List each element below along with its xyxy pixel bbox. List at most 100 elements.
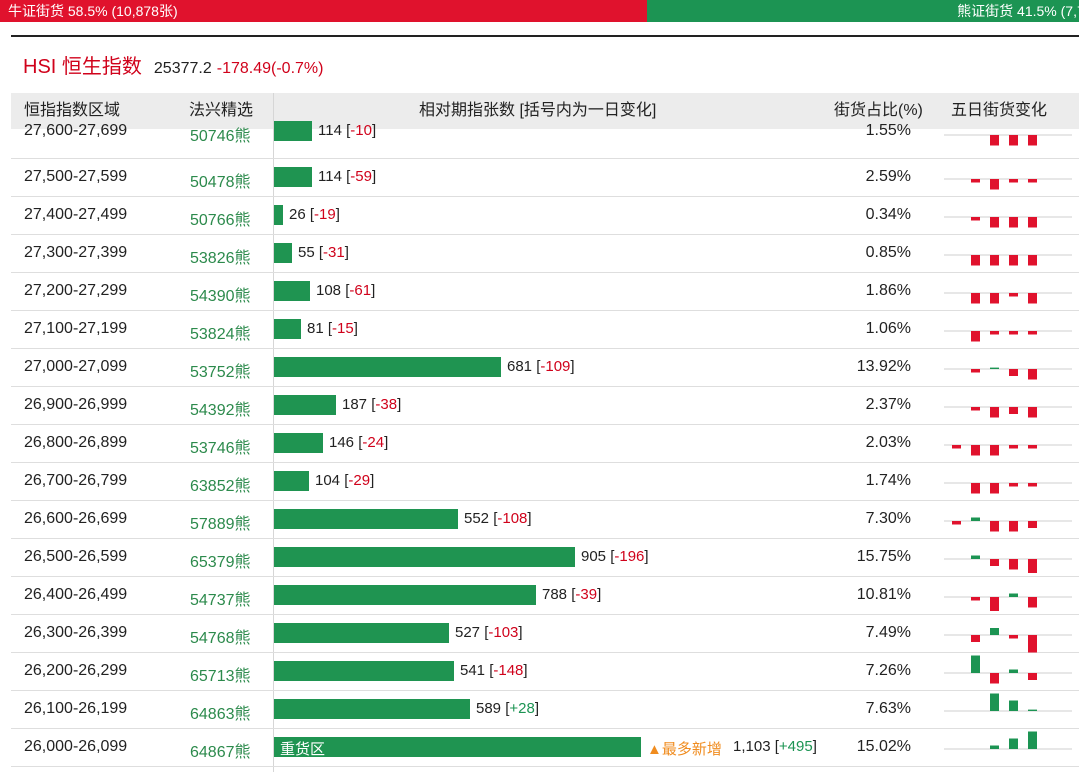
warrant-code-link[interactable]: 54737熊	[190, 592, 251, 609]
change-open-bracket: [	[501, 700, 510, 717]
percentage-cell: 10.81%	[856, 586, 911, 603]
mini-chart-bar	[971, 597, 980, 601]
table-row[interactable]: 27,300-27,399 53826熊 55 [-31] 0.85%	[11, 235, 1079, 273]
mini-chart-bar	[1009, 217, 1018, 228]
relative-count-bar	[274, 623, 449, 643]
one-day-change: -109	[540, 358, 571, 375]
mini-chart-bar	[971, 517, 980, 521]
range-cell: 27,200-27,299	[24, 282, 128, 299]
table-row[interactable]: 26,900-26,999 54392熊 187 [-38] 2.37%	[11, 387, 1079, 425]
count-value: 589 [+28]	[476, 700, 539, 717]
mini-chart-bar	[971, 369, 980, 373]
range-cell: 26,900-26,999	[24, 396, 128, 413]
header-percentage: 街货占比(%)	[834, 102, 923, 119]
mini-chart-bar	[971, 331, 980, 342]
mini-chart-bar	[971, 655, 980, 673]
one-day-change: -61	[349, 282, 372, 299]
mini-chart-bar	[990, 367, 999, 369]
mini-chart-bar	[971, 407, 980, 411]
warrant-code-link[interactable]: 54768熊	[190, 630, 251, 647]
mini-chart-bar	[1009, 293, 1018, 297]
mini-chart-bar	[971, 179, 980, 183]
count-number: 108	[316, 282, 342, 299]
table-row[interactable]: 26,600-26,699 57889熊 552 [-108] 7.30%	[11, 501, 1079, 539]
table-row[interactable]: 26,200-26,299 65713熊 541 [-148] 7.26%	[11, 653, 1079, 691]
one-day-change: -108	[497, 510, 528, 527]
one-day-change: -29	[348, 472, 371, 489]
warrant-code-link[interactable]: 50746熊	[190, 128, 251, 145]
count-value: 26 [-19]	[289, 206, 340, 223]
relative-count-bar	[274, 661, 454, 681]
relative-count-bar	[274, 585, 536, 605]
count-number: 589	[476, 700, 502, 717]
one-day-change: -24	[362, 434, 385, 451]
table-row[interactable]: 26,800-26,899 53746熊 146 [-24] 2.03%	[11, 425, 1079, 463]
five-day-mini-chart	[944, 577, 1072, 615]
mini-chart-bar	[1028, 445, 1037, 449]
index-value: 25377.2	[153, 60, 212, 77]
mini-chart-bar	[1028, 635, 1037, 653]
mini-chart-bar	[990, 179, 999, 190]
table-row[interactable]: 27,000-27,099 53752熊 681 [-109] 13.92%	[11, 349, 1079, 387]
mini-chart-bar	[1028, 597, 1037, 608]
change-close-bracket: ]	[570, 358, 575, 375]
table-row[interactable]: 26,700-26,799 63852熊 104 [-29] 1.74%	[11, 463, 1079, 501]
mini-chart-bar	[1028, 709, 1037, 711]
count-value: 108 [-61]	[316, 282, 375, 299]
table-row[interactable]: 27,600-27,699 50746熊 114 [-10] 1.55%	[11, 121, 1079, 159]
warrant-code-link[interactable]: 50766熊	[190, 212, 251, 229]
warrant-code-link[interactable]: 53746熊	[190, 440, 251, 457]
relative-count-bar	[274, 167, 312, 187]
header-relative-count: 相对期指张数 [括号内为一日变化]	[419, 102, 657, 119]
warrant-code-link[interactable]: 54390熊	[190, 288, 251, 305]
warrant-code-link[interactable]: 50478熊	[190, 174, 251, 191]
most-added-flag: ▲最多新增	[647, 741, 722, 758]
count-number: 541	[460, 662, 486, 679]
mini-chart-bar	[990, 673, 999, 684]
column-divider	[273, 93, 274, 772]
mini-chart-bar	[1009, 369, 1018, 376]
count-number: 114	[318, 122, 342, 139]
percentage-cell: 0.34%	[865, 206, 911, 223]
five-day-mini-chart	[944, 539, 1072, 577]
warrant-code-link[interactable]: 54392熊	[190, 402, 251, 419]
warrant-code-link[interactable]: 64863熊	[190, 706, 251, 723]
count-number: 55	[298, 244, 315, 261]
table-row[interactable]: 26,100-26,199 64863熊 589 [+28] 7.63%	[11, 691, 1079, 729]
mini-chart-bar	[990, 559, 999, 566]
percentage-cell: 13.92%	[856, 358, 911, 375]
change-open-bracket: [	[340, 472, 349, 489]
warrant-code-link[interactable]: 57889熊	[190, 516, 251, 533]
range-cell: 27,100-27,199	[24, 320, 128, 337]
mini-chart-bar	[1028, 483, 1037, 487]
table-row[interactable]: 27,400-27,499 50766熊 26 [-19] 0.34%	[11, 197, 1079, 235]
range-cell: 26,400-26,499	[24, 586, 128, 603]
warrant-code-link[interactable]: 63852熊	[190, 478, 251, 495]
warrant-code-link[interactable]: 53752熊	[190, 364, 251, 381]
mini-chart-bar	[1009, 445, 1018, 449]
change-open-bracket: [	[532, 358, 541, 375]
table-row[interactable]: 26,000-26,099 64867熊 重货区 ▲最多新增 1,103 [+495] 1…	[11, 729, 1079, 767]
count-value: 1,103 [+495]	[733, 738, 817, 755]
change-open-bracket: [	[480, 624, 489, 641]
table-row[interactable]: 27,200-27,299 54390熊 108 [-61] 1.86%	[11, 273, 1079, 311]
warrant-code-link[interactable]: 65713熊	[190, 668, 251, 685]
table-row[interactable]: 27,100-27,199 53824熊 81 [-15] 1.06%	[11, 311, 1079, 349]
percentage-cell: 7.26%	[865, 662, 911, 679]
table-row[interactable]: 26,400-26,499 54737熊 788 [-39] 10.81%	[11, 577, 1079, 615]
mini-chart-bar	[1028, 217, 1037, 228]
table-row[interactable]: 26,500-26,599 65379熊 905 [-196] 15.75%	[11, 539, 1079, 577]
range-cell: 26,800-26,899	[24, 434, 128, 451]
mini-chart-bar	[1028, 255, 1037, 266]
warrant-code-link[interactable]: 65379熊	[190, 554, 251, 571]
one-day-change: -103	[488, 624, 519, 641]
change-open-bracket: [	[323, 320, 333, 337]
range-cell: 27,600-27,699	[24, 122, 128, 139]
table-row[interactable]: 26,300-26,399 54768熊 527 [-103] 7.49%	[11, 615, 1079, 653]
warrant-code-link[interactable]: 64867熊	[190, 744, 251, 761]
warrant-code-link[interactable]: 53824熊	[190, 326, 251, 343]
mini-chart-bar	[1009, 483, 1018, 487]
range-cell: 27,000-27,099	[24, 358, 128, 375]
table-row[interactable]: 27,500-27,599 50478熊 114 [-59] 2.59%	[11, 159, 1079, 197]
warrant-code-link[interactable]: 53826熊	[190, 250, 251, 267]
